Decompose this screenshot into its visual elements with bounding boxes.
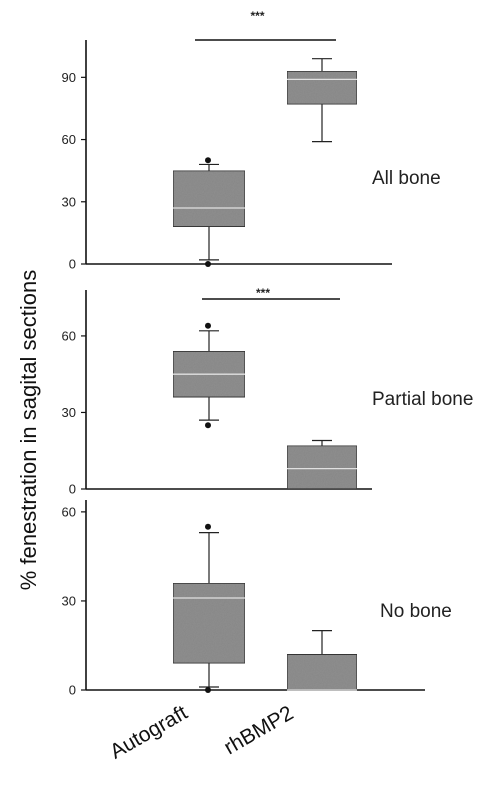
y-tick-label: 30 [62, 405, 76, 420]
panel-label: No bone [380, 601, 452, 622]
panel-label: Partial bone [372, 389, 473, 410]
outlier-point [205, 523, 211, 530]
x-category-label-autograft: Autograft [106, 701, 191, 764]
significance-label: *** [250, 9, 264, 23]
box-autograft [172, 523, 246, 693]
y-axis-label: % fenestration in sagital sections [16, 270, 41, 590]
y-tick-label: 0 [69, 683, 76, 698]
iqr-box [286, 445, 358, 490]
y-tick-label: 30 [62, 593, 76, 608]
iqr-box [286, 70, 358, 105]
y-tick-label: 60 [62, 132, 76, 147]
iqr-box [172, 582, 246, 664]
iqr-box [172, 170, 246, 228]
outlier-point [205, 687, 211, 693]
y-tick-label: 0 [69, 257, 76, 272]
iqr-box [286, 653, 358, 691]
panel-1: 0 30 60 *** Partial bone [62, 286, 474, 497]
box-autograft [172, 157, 246, 267]
y-tick-label: 0 [69, 482, 76, 497]
y-tick-label: 30 [62, 194, 76, 209]
box-rhbmp2 [286, 439, 358, 490]
y-tick-label: 60 [62, 504, 76, 519]
box-rhbmp2 [286, 630, 358, 691]
box-rhbmp2 [286, 58, 358, 143]
outlier-point [205, 261, 211, 267]
y-tick-label: 60 [62, 328, 76, 343]
outlier-point [205, 322, 211, 329]
panel-0: 0 30 60 90 *** All bone [62, 9, 441, 272]
significance-label: *** [256, 286, 270, 300]
outlier-point [205, 422, 211, 429]
panel-label: All bone [372, 168, 441, 189]
y-tick-label: 90 [62, 70, 76, 85]
outlier-point [205, 157, 211, 164]
x-category-label-rhbmp2: rhBMP2 [220, 701, 297, 759]
box-autograft [172, 322, 246, 429]
panel-2: 0 30 60 No bone [62, 500, 452, 698]
